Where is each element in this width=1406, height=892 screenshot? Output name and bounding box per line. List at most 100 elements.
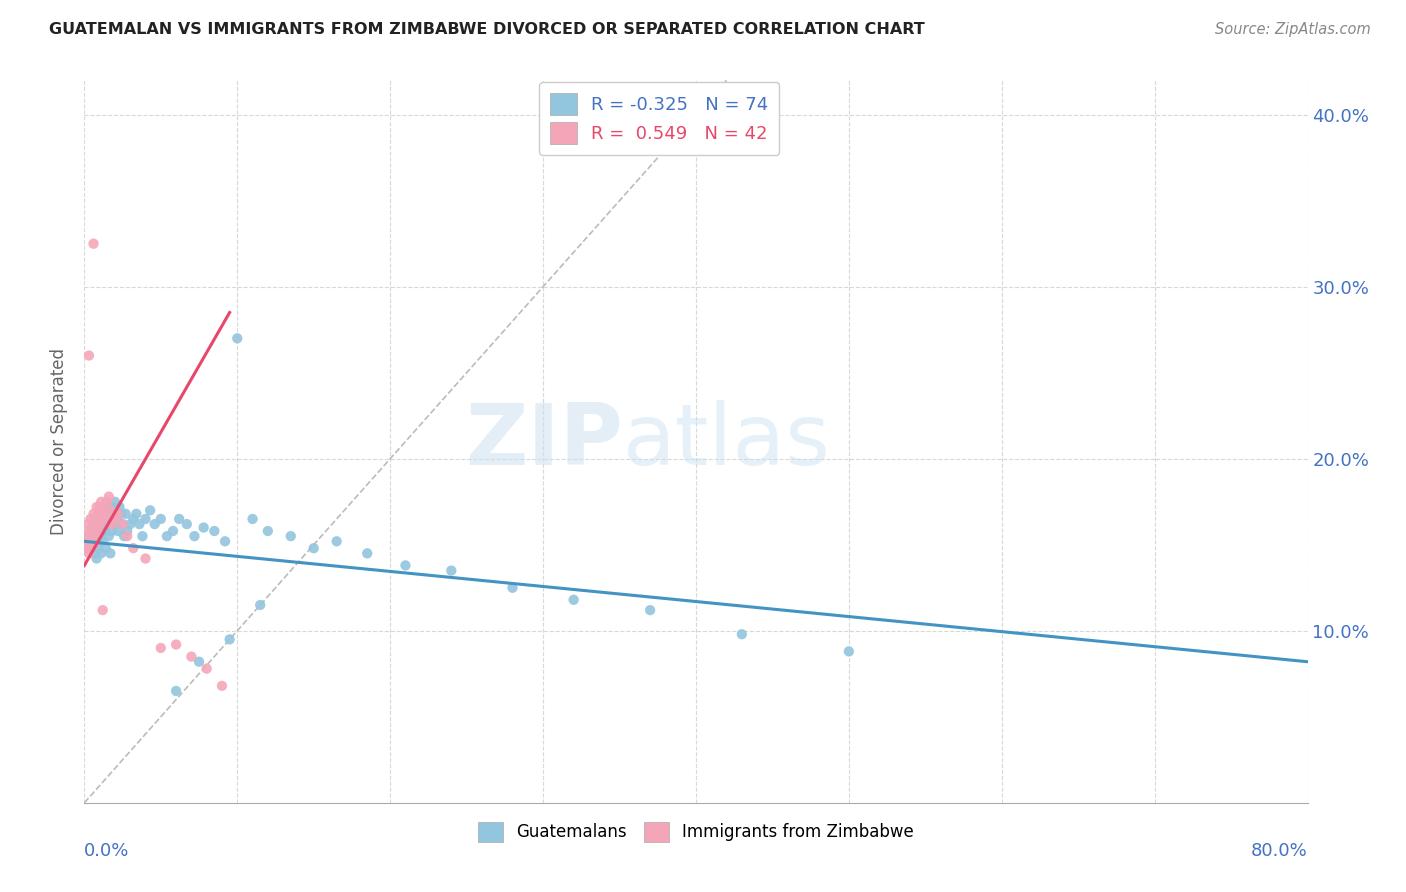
Point bbox=[76, 534, 98, 549]
Point bbox=[87, 507, 110, 521]
Point bbox=[97, 490, 120, 504]
Point bbox=[122, 541, 145, 556]
Point bbox=[79, 541, 101, 556]
Point bbox=[90, 494, 112, 508]
Point bbox=[122, 512, 145, 526]
Point bbox=[89, 507, 111, 521]
Point bbox=[104, 494, 127, 508]
Point bbox=[84, 529, 107, 543]
Point bbox=[90, 520, 112, 534]
Text: Source: ZipAtlas.com: Source: ZipAtlas.com bbox=[1215, 22, 1371, 37]
Point bbox=[93, 512, 115, 526]
Point bbox=[249, 598, 271, 612]
Point bbox=[80, 520, 103, 534]
Y-axis label: Divorced or Separated: Divorced or Separated bbox=[51, 348, 69, 535]
Point bbox=[91, 534, 114, 549]
Point bbox=[115, 524, 138, 538]
Point bbox=[86, 517, 108, 532]
Point bbox=[162, 524, 184, 538]
Point bbox=[114, 507, 136, 521]
Text: 0.0%: 0.0% bbox=[84, 842, 129, 860]
Point bbox=[75, 529, 97, 543]
Point bbox=[440, 564, 463, 578]
Point bbox=[165, 638, 187, 652]
Point bbox=[176, 517, 198, 532]
Point bbox=[83, 507, 105, 521]
Point bbox=[83, 236, 105, 251]
Text: ZIP: ZIP bbox=[465, 400, 623, 483]
Point bbox=[149, 512, 172, 526]
Point bbox=[96, 494, 118, 508]
Point bbox=[86, 551, 108, 566]
Point bbox=[183, 529, 205, 543]
Point bbox=[84, 512, 107, 526]
Point bbox=[188, 655, 211, 669]
Point bbox=[302, 541, 325, 556]
Point bbox=[84, 524, 107, 538]
Point bbox=[394, 558, 416, 573]
Point bbox=[83, 529, 105, 543]
Point bbox=[101, 517, 124, 532]
Point bbox=[77, 546, 100, 560]
Point bbox=[89, 500, 111, 514]
Point bbox=[91, 503, 114, 517]
Point bbox=[93, 524, 115, 538]
Text: 80.0%: 80.0% bbox=[1251, 842, 1308, 860]
Point bbox=[87, 512, 110, 526]
Point bbox=[211, 679, 233, 693]
Point bbox=[180, 649, 202, 664]
Point bbox=[96, 517, 118, 532]
Point bbox=[838, 644, 860, 658]
Point bbox=[111, 517, 134, 532]
Point bbox=[325, 534, 347, 549]
Point bbox=[143, 517, 166, 532]
Point bbox=[98, 546, 121, 560]
Point bbox=[218, 632, 240, 647]
Point bbox=[94, 500, 117, 514]
Point bbox=[79, 538, 101, 552]
Point bbox=[101, 500, 124, 514]
Point bbox=[167, 512, 190, 526]
Point bbox=[195, 662, 218, 676]
Point bbox=[83, 546, 105, 560]
Point bbox=[135, 512, 157, 526]
Point bbox=[103, 517, 125, 532]
Point bbox=[131, 529, 153, 543]
Point bbox=[112, 529, 135, 543]
Point bbox=[90, 546, 112, 560]
Point bbox=[115, 529, 138, 543]
Point bbox=[87, 524, 110, 538]
Text: atlas: atlas bbox=[623, 400, 831, 483]
Point bbox=[97, 529, 120, 543]
Point bbox=[139, 503, 162, 517]
Point bbox=[75, 541, 97, 556]
Point bbox=[135, 551, 157, 566]
Point bbox=[89, 517, 111, 532]
Point bbox=[91, 503, 114, 517]
Point bbox=[87, 541, 110, 556]
Point bbox=[80, 524, 103, 538]
Point bbox=[94, 541, 117, 556]
Point bbox=[156, 529, 179, 543]
Point bbox=[77, 524, 100, 538]
Point bbox=[84, 534, 107, 549]
Point bbox=[79, 512, 101, 526]
Point bbox=[76, 517, 98, 532]
Point bbox=[104, 512, 127, 526]
Point bbox=[356, 546, 378, 560]
Point bbox=[89, 529, 111, 543]
Point bbox=[97, 507, 120, 521]
Text: GUATEMALAN VS IMMIGRANTS FROM ZIMBABWE DIVORCED OR SEPARATED CORRELATION CHART: GUATEMALAN VS IMMIGRANTS FROM ZIMBABWE D… bbox=[49, 22, 925, 37]
Point bbox=[96, 494, 118, 508]
Point bbox=[108, 500, 131, 514]
Point bbox=[80, 529, 103, 543]
Point bbox=[76, 529, 98, 543]
Point bbox=[107, 507, 129, 521]
Point bbox=[94, 512, 117, 526]
Legend: Guatemalans, Immigrants from Zimbabwe: Guatemalans, Immigrants from Zimbabwe bbox=[471, 815, 921, 848]
Point bbox=[502, 581, 524, 595]
Point bbox=[149, 640, 172, 655]
Point bbox=[562, 592, 585, 607]
Point bbox=[93, 507, 115, 521]
Point bbox=[731, 627, 754, 641]
